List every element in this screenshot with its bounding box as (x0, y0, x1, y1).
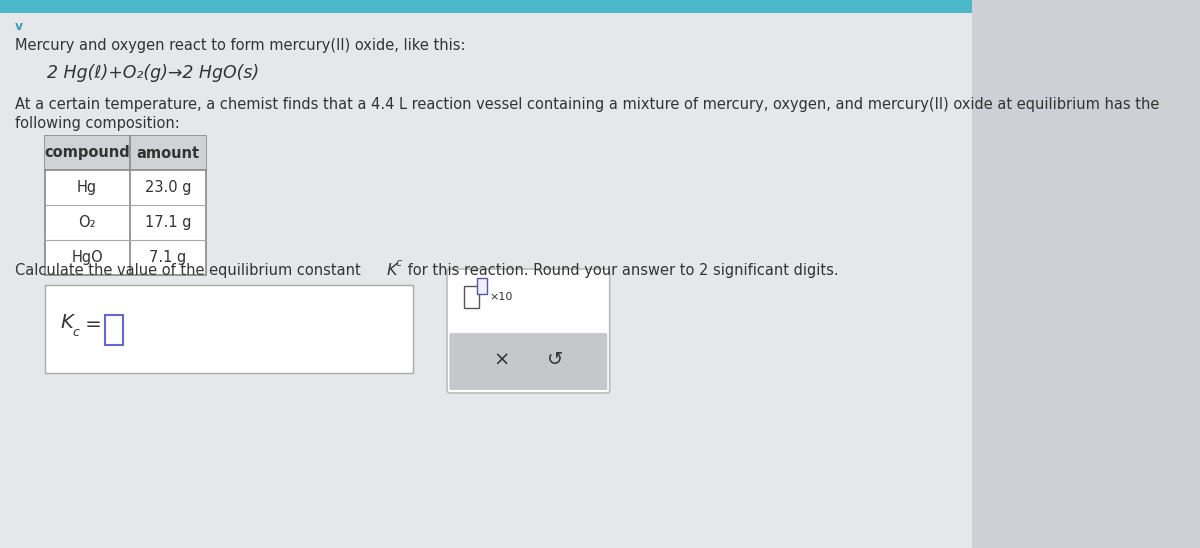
Text: compound: compound (44, 146, 130, 161)
Text: O₂: O₂ (78, 215, 96, 230)
Text: Mercury and oxygen react to form mercury(II) oxide, like this:: Mercury and oxygen react to form mercury… (14, 38, 466, 53)
FancyBboxPatch shape (44, 285, 413, 373)
FancyBboxPatch shape (0, 12, 972, 548)
Text: ↺: ↺ (547, 351, 563, 369)
Text: ×10: ×10 (490, 292, 514, 302)
FancyBboxPatch shape (44, 136, 206, 170)
Text: 17.1 g: 17.1 g (145, 215, 191, 230)
FancyBboxPatch shape (0, 0, 972, 13)
Text: ×: × (493, 351, 510, 369)
Text: 2 Hg(ℓ)+O₂(g)→2 HgO(s): 2 Hg(ℓ)+O₂(g)→2 HgO(s) (47, 64, 259, 82)
Text: Hg: Hg (77, 180, 97, 195)
FancyBboxPatch shape (106, 315, 124, 345)
Text: v: v (14, 20, 23, 33)
Text: amount: amount (137, 146, 199, 161)
Text: At a certain temperature, a chemist finds that a 4.4 L reaction vessel containin: At a certain temperature, a chemist find… (14, 97, 1159, 112)
Text: c: c (72, 327, 79, 340)
FancyBboxPatch shape (476, 278, 487, 294)
Text: Calculate the value of the equilibrium constant: Calculate the value of the equilibrium c… (14, 263, 365, 278)
Text: K: K (61, 313, 73, 333)
Text: HgO: HgO (71, 250, 103, 265)
FancyBboxPatch shape (449, 333, 607, 390)
Text: following composition:: following composition: (14, 116, 179, 131)
Text: =: = (79, 316, 102, 334)
FancyBboxPatch shape (464, 286, 479, 308)
Text: K: K (388, 263, 397, 278)
FancyBboxPatch shape (44, 136, 206, 275)
FancyBboxPatch shape (446, 269, 610, 393)
Text: 7.1 g: 7.1 g (149, 250, 187, 265)
Text: c: c (395, 258, 401, 268)
Text: for this reaction. Round your answer to 2 significant digits.: for this reaction. Round your answer to … (403, 263, 839, 278)
Text: 23.0 g: 23.0 g (145, 180, 191, 195)
